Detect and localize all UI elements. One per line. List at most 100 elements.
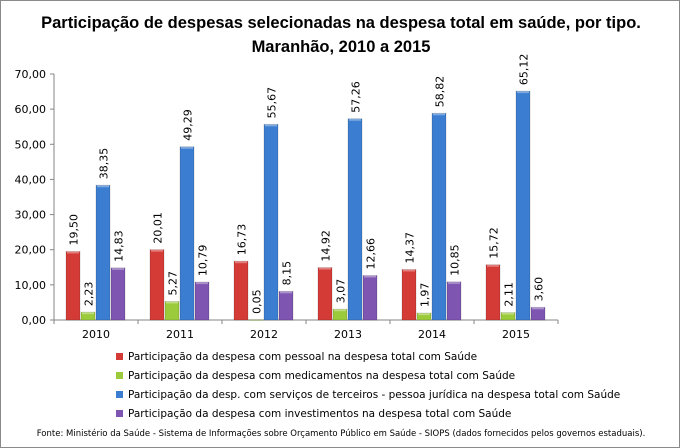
y-tick-label: 50,00 (15, 138, 47, 151)
bar-3-2015 (515, 90, 531, 321)
data-label: 3,60 (533, 277, 546, 302)
bar-2-2010 (80, 311, 96, 321)
legend-swatch (116, 353, 123, 360)
legend-item: Participação da desp. com serviços de te… (116, 385, 620, 404)
bar-highlight (280, 291, 292, 294)
data-label: 15,72 (488, 227, 501, 259)
legend-swatch (116, 410, 123, 417)
data-label: 2,11 (503, 282, 516, 307)
legend-item: Participação da despesa com medicamentos… (116, 366, 620, 385)
legend-label: Participação da despesa com investimento… (128, 407, 512, 420)
data-label: 14,92 (320, 230, 333, 262)
x-tick-label: 2013 (334, 328, 362, 341)
bar-highlight (364, 275, 376, 278)
bar-4-2015 (530, 306, 546, 321)
bar-2-2013 (332, 308, 348, 321)
bar-4-2013 (362, 275, 378, 321)
bar-1-2010 (65, 250, 81, 321)
bar-highlight (403, 269, 415, 272)
legend-label: Participação da despesa com pessoal na d… (128, 350, 478, 363)
x-tick-label: 2015 (502, 328, 530, 341)
data-label: 55,67 (266, 87, 279, 119)
bar-3-2010 (95, 184, 111, 321)
y-tick-label: 60,00 (15, 103, 47, 116)
legend-label: Participação da despesa com medicamentos… (128, 369, 516, 382)
bar-2-2015 (500, 312, 516, 321)
bar-highlight (532, 307, 544, 310)
bar-2-2014 (416, 312, 432, 321)
legend: Participação da despesa com pessoal na d… (116, 347, 620, 423)
bar-highlight (196, 282, 208, 285)
bar-highlight (235, 261, 247, 264)
bar-highlight (487, 264, 499, 267)
bar-4-2014 (446, 281, 462, 321)
bar-highlight (418, 313, 430, 316)
y-tick-label: 70,00 (15, 68, 47, 81)
x-tick-label: 2011 (166, 328, 194, 341)
bar-highlight (112, 267, 124, 270)
bar-3-2013 (347, 118, 363, 321)
bar-highlight (448, 281, 460, 284)
bar-highlight (502, 312, 514, 315)
bar-highlight (517, 91, 529, 94)
data-label: 57,26 (350, 81, 363, 113)
bar-1-2015 (485, 264, 501, 321)
data-label: 0,05 (251, 289, 264, 314)
bar-highlight (265, 124, 277, 127)
bar-4-2012 (278, 290, 294, 321)
data-label: 1,97 (419, 283, 432, 308)
bar-highlight (349, 118, 361, 121)
bar-highlight (334, 309, 346, 312)
bar-1-2013 (317, 267, 333, 321)
y-tick-label: 20,00 (15, 244, 47, 257)
data-label: 8,15 (281, 261, 294, 286)
data-label: 49,29 (182, 109, 195, 141)
bar-highlight (319, 267, 331, 270)
data-label: 2,23 (83, 282, 96, 307)
bar-highlight (151, 249, 163, 252)
legend-item: Participação da despesa com investimento… (116, 404, 620, 423)
y-tick-label: 40,00 (15, 173, 47, 186)
data-label: 58,82 (434, 76, 447, 108)
bar-highlight (433, 113, 445, 116)
bar-highlight (97, 185, 109, 188)
data-label: 20,01 (152, 212, 165, 244)
bar-4-2010 (110, 267, 126, 321)
data-label: 14,37 (404, 232, 417, 264)
legend-swatch (116, 372, 123, 379)
bar-2-2012 (248, 319, 264, 321)
legend-label: Participação da desp. com serviços de te… (128, 388, 621, 401)
bar-3-2012 (263, 123, 279, 321)
y-tick-label: 10,00 (15, 279, 47, 292)
data-label: 10,79 (197, 245, 210, 277)
legend-swatch (116, 391, 123, 398)
data-label: 14,83 (113, 230, 126, 262)
x-tick-label: 2010 (82, 328, 110, 341)
data-label: 3,07 (335, 279, 348, 304)
data-label: 12,66 (365, 238, 378, 270)
bar-1-2012 (233, 260, 249, 321)
data-label: 16,73 (236, 224, 249, 256)
chart-title: Participação de despesas selecionadas na… (1, 11, 679, 59)
x-tick-label: 2012 (250, 328, 278, 341)
bar-highlight (181, 146, 193, 149)
bar-highlight (82, 312, 94, 315)
bar-3-2011 (179, 146, 195, 321)
bar-1-2014 (401, 268, 417, 321)
legend-item: Participação da despesa com pessoal na d… (116, 347, 620, 366)
x-tick-label: 2014 (418, 328, 446, 341)
data-label: 38,35 (98, 148, 111, 180)
bar-1-2011 (149, 249, 165, 321)
bar-3-2014 (431, 112, 447, 321)
y-tick-label: 0,00 (22, 314, 47, 327)
bar-highlight (67, 251, 79, 254)
source-note: Fonte: Ministério da Saúde - Sistema de … (36, 429, 646, 439)
data-label: 10,85 (449, 244, 462, 276)
data-label: 19,50 (68, 214, 81, 246)
bar-4-2011 (194, 281, 210, 321)
y-tick-label: 30,00 (15, 209, 47, 222)
chart-title-line-2: Maranhão, 2010 a 2015 (251, 38, 431, 56)
data-label: 5,27 (167, 271, 180, 296)
